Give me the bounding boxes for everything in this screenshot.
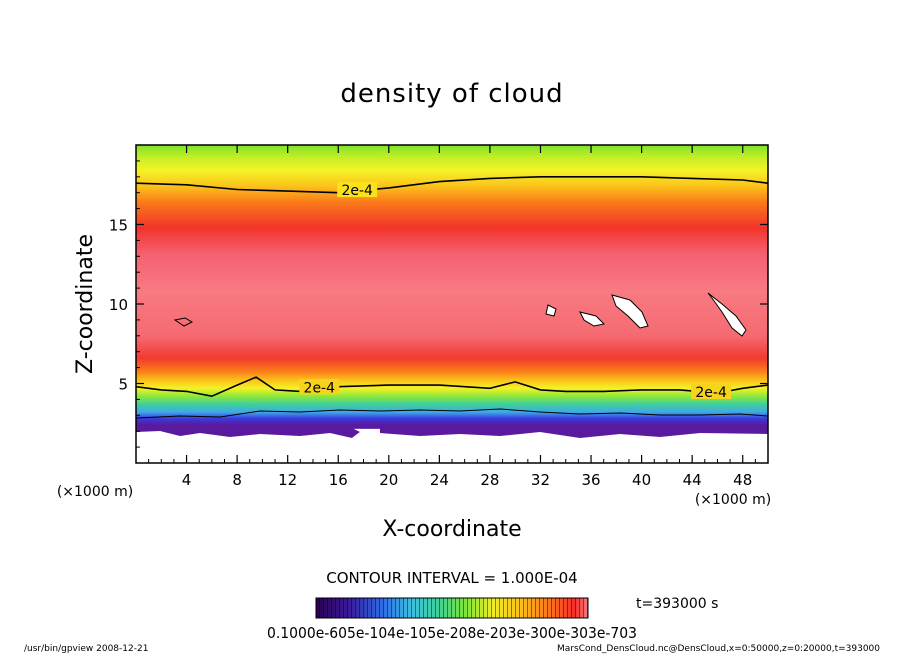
- contour-labels: 2e-4 2e-4 2e-4: [299, 182, 732, 401]
- y-tick-label: 15: [109, 217, 128, 235]
- contour-line-upper: [136, 176, 768, 194]
- chart-title: density of cloud: [340, 79, 563, 109]
- contour-line-lower: [136, 376, 768, 398]
- x-unit-label-left: (×1000 m): [57, 484, 133, 500]
- contour-label: 2e-4: [341, 183, 373, 199]
- white-pocket-2: [611, 294, 649, 329]
- contour-line-bottom: [136, 408, 768, 419]
- x-tick-label: 40: [632, 471, 651, 489]
- y-tick-label: 5: [118, 376, 128, 394]
- white-pocket-3: [579, 311, 606, 327]
- x-axis-ticks: 4 8 12 16 20 24 28 32 36 40 44 48: [148, 145, 756, 489]
- x-tick-label: 12: [278, 471, 297, 489]
- x-axis-label: X-coordinate: [382, 517, 521, 542]
- contour-label-bg: [337, 182, 378, 198]
- colorbar: [315, 597, 589, 619]
- footer-right: MarsCond_DensCloud.nc@DensCloud,x=0:5000…: [557, 644, 880, 654]
- contour-interval-label: CONTOUR INTERVAL = 1.000E-04: [326, 569, 577, 587]
- x-tick-label: 28: [480, 471, 499, 489]
- x-tick-label: 36: [581, 471, 600, 489]
- density-field: [136, 145, 768, 463]
- x-tick-label: 8: [232, 471, 242, 489]
- lower-edge-blobs: [136, 428, 360, 438]
- density-gradient: [136, 145, 768, 463]
- white-pocket-1: [707, 292, 747, 337]
- x-tick-label: 4: [182, 471, 192, 489]
- contour-label: 2e-4: [304, 380, 336, 396]
- contour-label: 2e-4: [695, 385, 727, 401]
- colorbar-labels: 0.1000e-605e-104e-105e-208e-203e-300e-30…: [267, 624, 637, 642]
- x-tick-label: 44: [683, 471, 702, 489]
- footer-left: /usr/bin/gpview 2008-12-21: [24, 644, 148, 654]
- contour-label-bg: [691, 384, 732, 400]
- x-tick-label: 48: [733, 471, 752, 489]
- time-label: t=393000 s: [636, 596, 718, 612]
- white-pocket-4: [545, 304, 557, 317]
- y-axis-label: Z-coordinate: [73, 234, 98, 374]
- x-tick-label: 20: [379, 471, 398, 489]
- x-tick-label: 16: [329, 471, 348, 489]
- contour-label-bg: [299, 379, 340, 395]
- x-unit-label-right: (×1000 m): [695, 492, 771, 508]
- x-tick-label: 32: [531, 471, 550, 489]
- y-axis-ticks: 5 10 15: [109, 160, 768, 448]
- y-tick-label: 10: [109, 296, 128, 314]
- x-tick-label: 24: [430, 471, 449, 489]
